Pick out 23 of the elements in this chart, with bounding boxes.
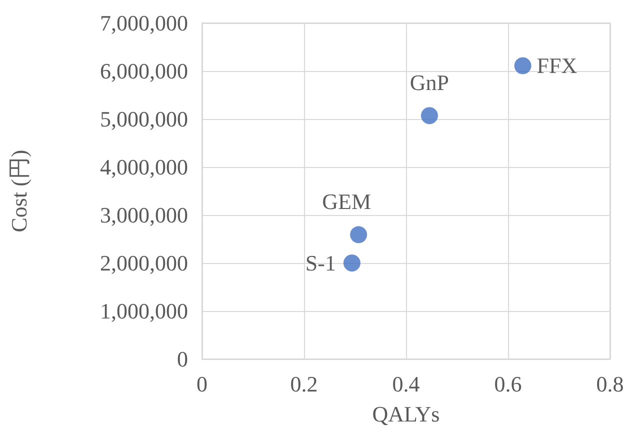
y-tick-label: 4,000,000 bbox=[100, 154, 188, 180]
annotation: FFX bbox=[536, 53, 578, 78]
x-tick-label: 0.6 bbox=[494, 372, 522, 396]
x-tick-label: 0.4 bbox=[392, 372, 420, 396]
y-tick-label: 2,000,000 bbox=[100, 250, 188, 276]
y-tick-label: 1,000,000 bbox=[100, 298, 188, 324]
point bbox=[420, 107, 438, 124]
point bbox=[350, 226, 368, 244]
y-tick-label: 6,000,000 bbox=[100, 58, 188, 84]
x-tick-label: 0.8 bbox=[596, 372, 624, 396]
point bbox=[343, 254, 360, 272]
y-axis-title: Cost (円) bbox=[6, 150, 32, 232]
y-tick-label: 3,000,000 bbox=[100, 202, 188, 228]
y-tick-label: 5,000,000 bbox=[100, 106, 188, 132]
point bbox=[514, 57, 532, 74]
y-tick-label: 7,000,000 bbox=[100, 10, 188, 36]
x-tick-label: 0 bbox=[196, 372, 208, 396]
annotation: GnP bbox=[410, 70, 450, 96]
annotation: S-1 bbox=[305, 250, 336, 276]
y-tick-label: 0 bbox=[177, 346, 188, 372]
annotation: GEM bbox=[322, 189, 372, 214]
x-tick-label: 0.2 bbox=[290, 372, 318, 396]
x-axis-title: QALYs bbox=[372, 402, 440, 426]
